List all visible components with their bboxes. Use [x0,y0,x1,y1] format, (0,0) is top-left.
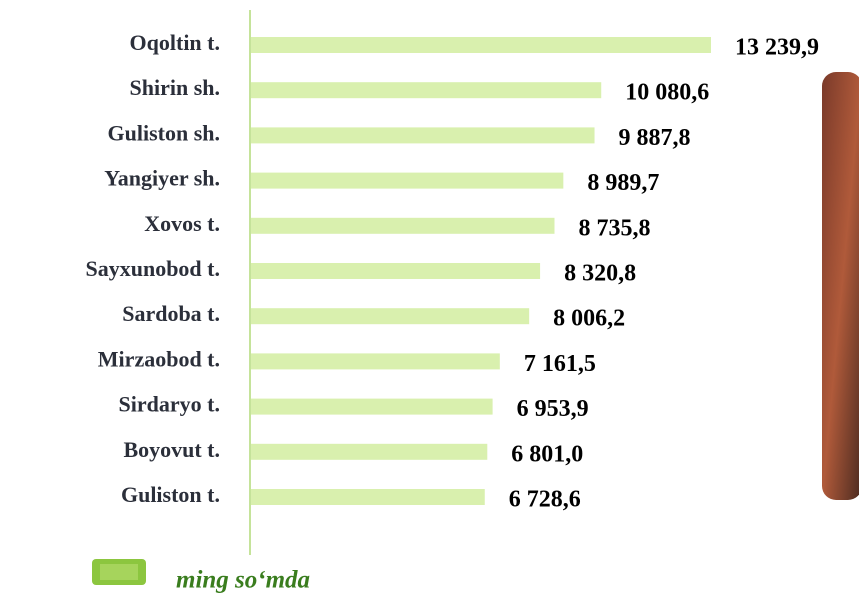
value-label: 8 735,8 [579,215,651,241]
category-label: Yangiyer sh. [104,166,220,191]
photo [822,72,859,500]
bar [251,37,711,53]
bar [251,398,493,415]
category-label: Shirin sh. [130,75,221,100]
value-label: 6 953,9 [517,396,589,422]
legend-label: ming so‘mda [176,567,310,594]
bar [251,172,564,189]
category-label: Sirdaryo t. [119,392,220,417]
bar [251,217,555,234]
bar [251,308,530,325]
value-label: 6 728,6 [509,487,581,513]
value-label: 8 989,7 [587,170,659,196]
value-label: 9 887,8 [619,125,691,151]
value-label: 6 801,0 [511,441,583,467]
bar [251,127,595,144]
category-label: Oqoltin t. [130,30,220,55]
bar [251,489,485,505]
category-label: Guliston t. [121,482,220,507]
bar [251,353,500,370]
value-label: 13 239,9 [735,35,819,61]
bar [251,443,488,460]
value-label: 7 161,5 [524,351,596,377]
legend-swatch-inner [100,564,138,580]
category-label: Boyovut t. [123,437,220,462]
value-label: 8 320,8 [564,261,636,287]
category-label: Sardoba t. [122,301,220,326]
category-label: Guliston sh. [108,120,221,145]
bar [251,263,541,279]
category-label: Mirzaobod t. [98,346,220,371]
value-label: 10 080,6 [625,80,709,106]
value-label: 8 006,2 [553,306,625,332]
category-label: Xovos t. [144,211,220,236]
bar [251,82,602,99]
category-label: Sayxunobod t. [85,256,220,281]
